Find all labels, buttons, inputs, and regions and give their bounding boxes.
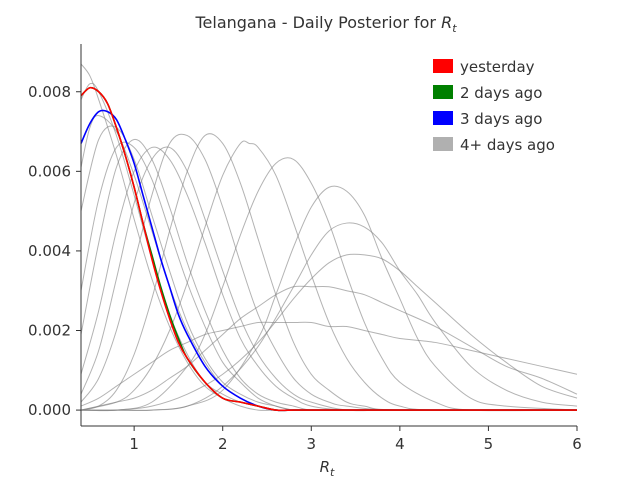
- series-line-4-days-ago-7: [80, 133, 578, 411]
- y-ticks: 0.000 0.002 0.004 0.006 0.008: [28, 83, 81, 419]
- series-line-3-days-ago-17: [80, 109, 577, 412]
- series-line-4-days-ago-6: [80, 140, 578, 411]
- x-ticks: 1 2 3 4 5 6: [129, 426, 582, 453]
- series-line-4-days-ago-2: [80, 253, 578, 411]
- legend-label: 3 days ago: [460, 110, 542, 128]
- series-line-4-days-ago-5: [80, 157, 578, 412]
- x-axis-label-sub: t: [330, 466, 335, 479]
- y-tick-label: 0.008: [28, 83, 71, 101]
- legend-swatch: [433, 85, 453, 99]
- legend-label: yesterday: [460, 58, 535, 76]
- x-tick-label: 3: [307, 435, 317, 453]
- y-tick-label: 0.004: [28, 242, 71, 260]
- chart-title-var: R: [441, 13, 452, 32]
- y-tick-label: 0.006: [28, 162, 71, 180]
- legend-swatch: [433, 59, 453, 73]
- series-line-4-days-ago-10: [80, 146, 577, 411]
- chart-title: Telangana - Daily Posterior for Rt: [194, 13, 457, 35]
- series-line-4-days-ago-0: [80, 321, 578, 407]
- series-line-yesterday-19: [80, 86, 577, 412]
- x-axis-label: Rt: [320, 458, 335, 479]
- series-line-4-days-ago-15: [80, 82, 577, 411]
- x-tick-label: 2: [218, 435, 228, 453]
- chart-title-sub: t: [452, 22, 457, 35]
- legend-swatch: [433, 111, 453, 125]
- chart-title-prefix: Telangana - Daily Posterior for: [194, 13, 441, 32]
- legend-label: 2 days ago: [460, 84, 542, 102]
- series-line-4-days-ago-3: [81, 222, 578, 411]
- x-tick-label: 5: [484, 435, 494, 453]
- x-axis-label-var: R: [320, 458, 330, 476]
- x-tick-label: 4: [395, 435, 405, 453]
- x-tick-label: 1: [129, 435, 139, 453]
- legend-swatch: [433, 137, 453, 151]
- legend: yesterday 2 days ago 3 days ago 4+ days ago: [433, 58, 555, 154]
- x-tick-label: 6: [572, 435, 582, 453]
- y-tick-label: 0.000: [28, 401, 71, 419]
- series-line-4-days-ago-1: [80, 285, 578, 411]
- legend-label: 4+ days ago: [460, 136, 555, 154]
- series-line-4-days-ago-8: [80, 133, 578, 411]
- y-tick-label: 0.002: [28, 322, 71, 340]
- series-line-4-days-ago-4: [81, 185, 578, 411]
- series-line-4-days-ago-9: [80, 146, 577, 412]
- series-lines: [80, 63, 578, 412]
